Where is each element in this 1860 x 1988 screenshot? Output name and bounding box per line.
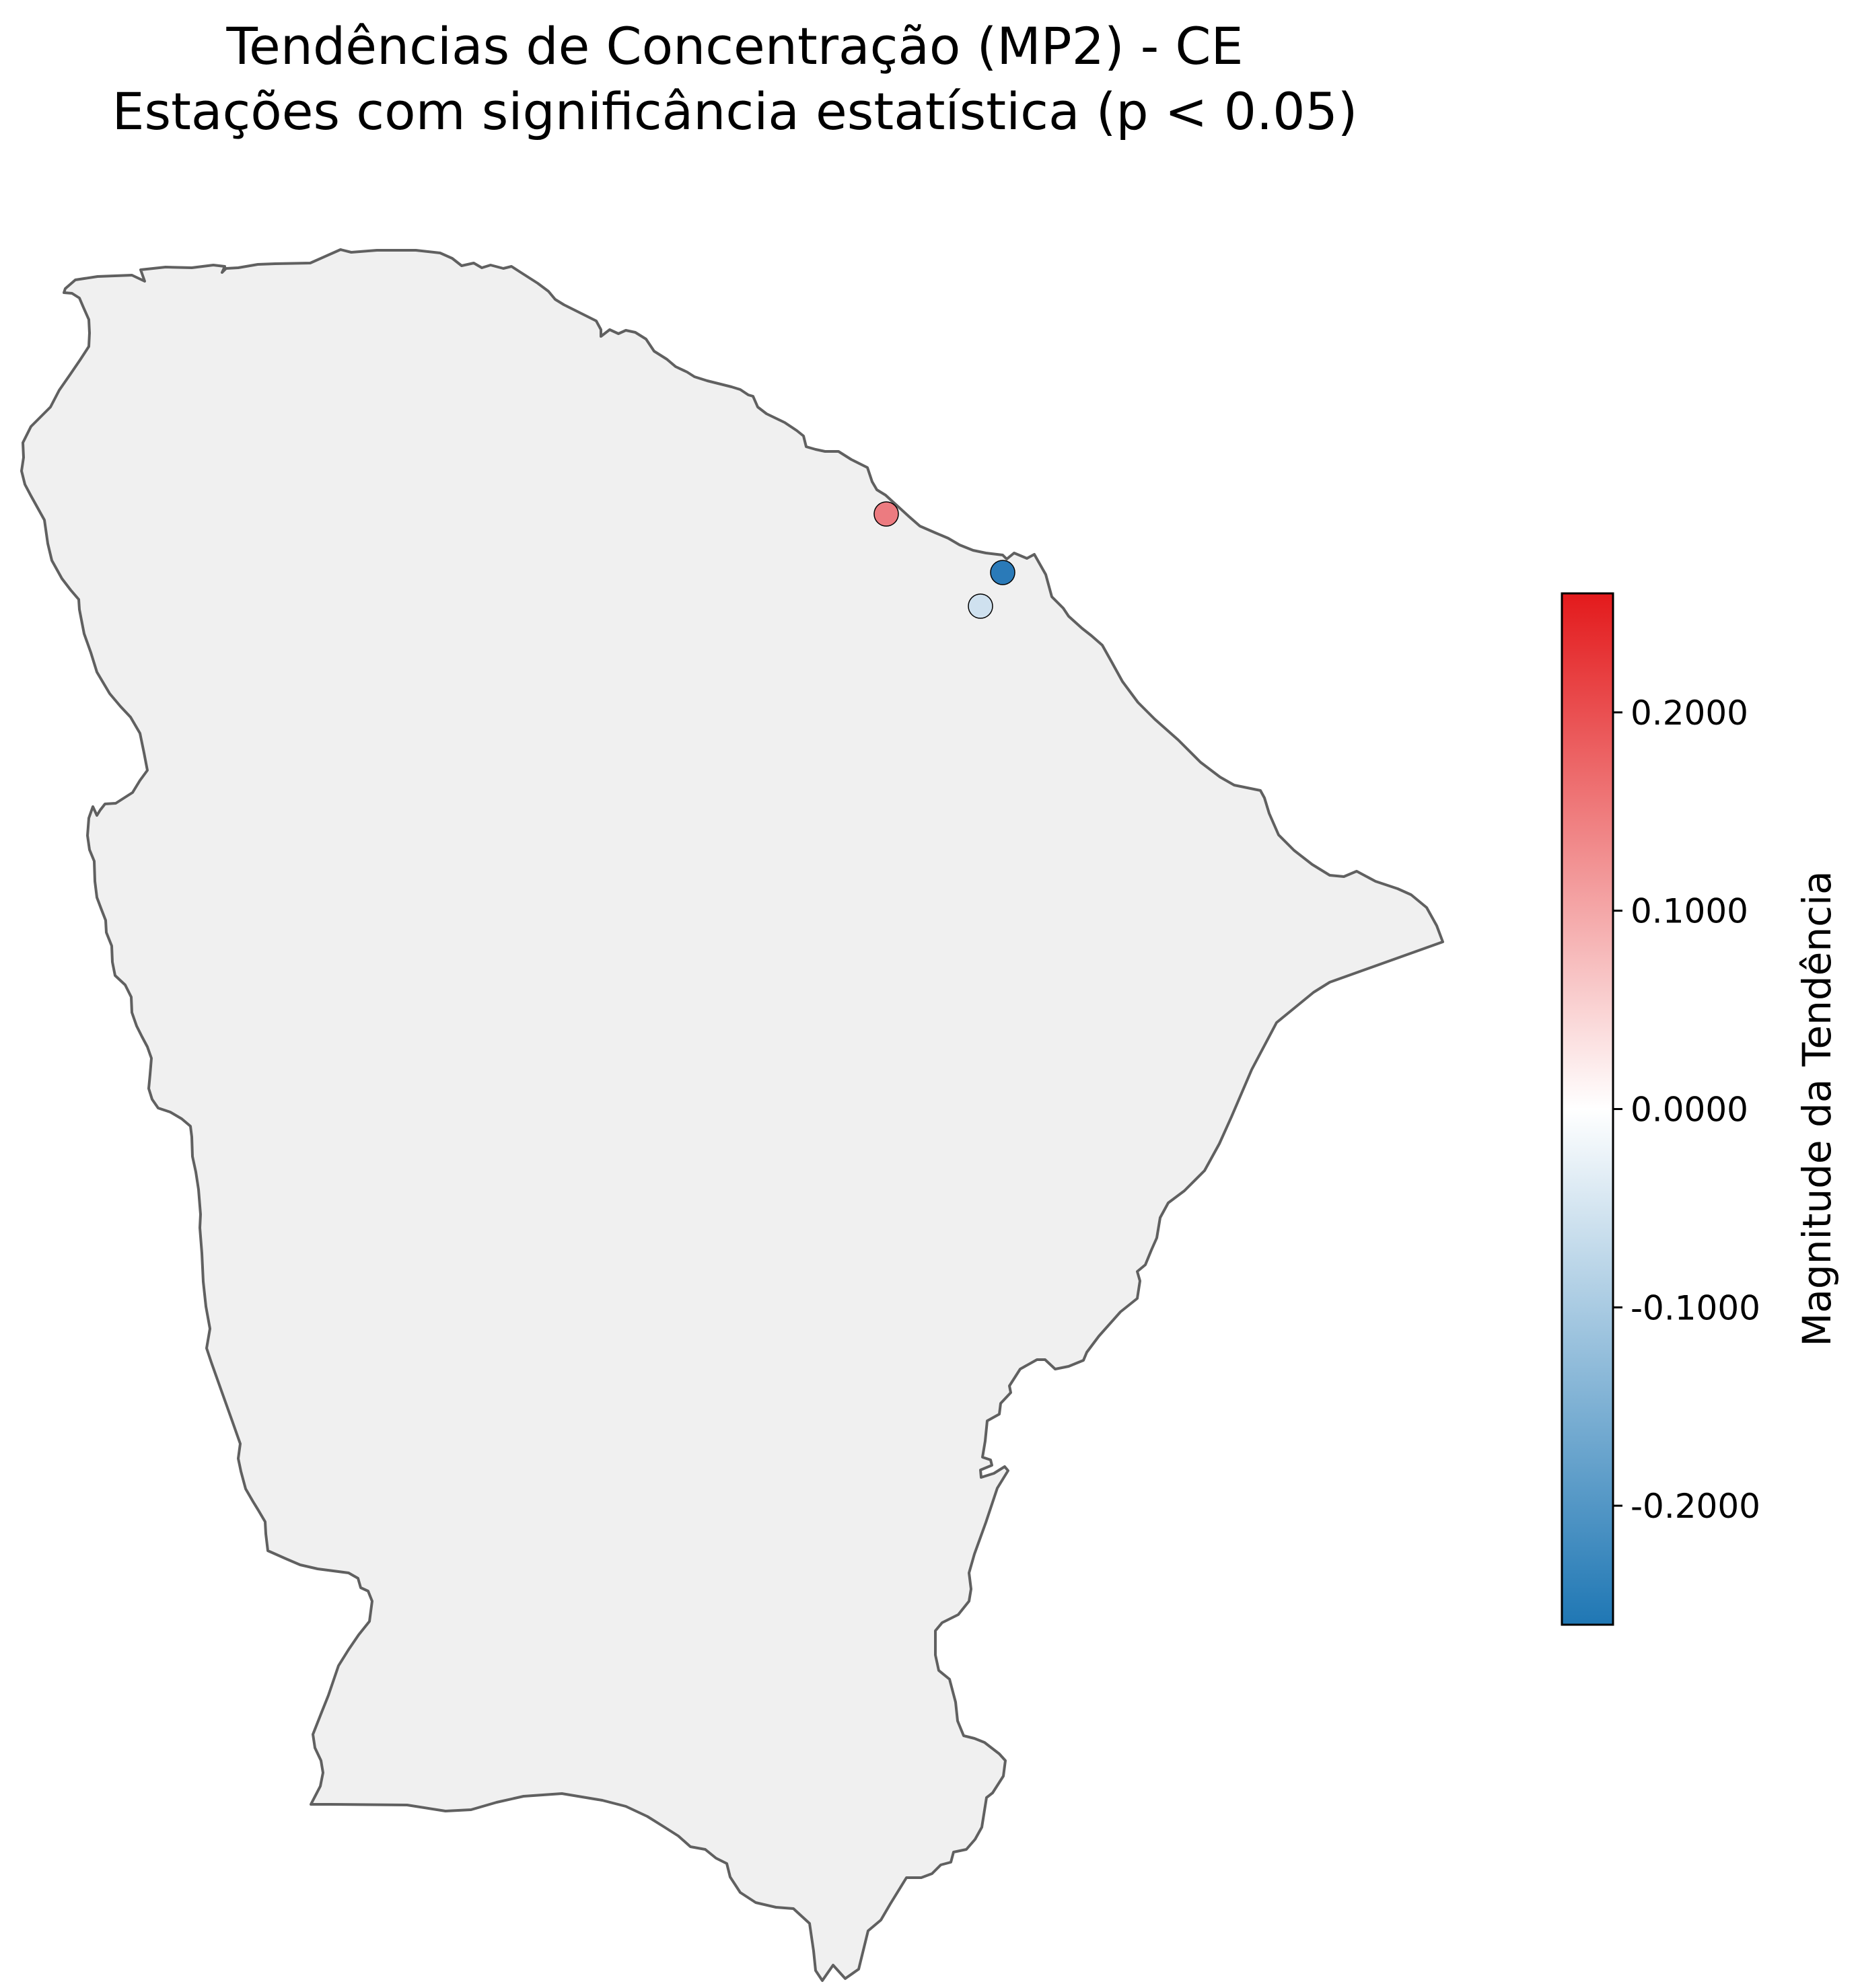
station-marker[interactable] xyxy=(873,501,899,527)
colorbar-tick-label: 0.0000 xyxy=(1631,1091,1748,1130)
station-marker[interactable] xyxy=(990,560,1015,585)
colorbar-ticks: 0.2000 0.1000 0.0000 -0.1000 -0.2000 xyxy=(1613,694,1760,1526)
colorbar-tick-label: 0.2000 xyxy=(1631,694,1748,733)
station-marker[interactable] xyxy=(968,593,993,619)
colorbar: 0.2000 0.1000 0.0000 -0.1000 -0.2000 Magnitu… xyxy=(1561,592,1840,1626)
map-title-line1: Tendências de Concentração (MP2) - CE xyxy=(226,16,1244,76)
colorbar-label: Magnitude da Tendência xyxy=(1794,871,1840,1346)
map-area xyxy=(20,248,1444,1982)
colorbar-tick-label: 0.1000 xyxy=(1631,892,1748,931)
map-title-line2: Estações com significância estatística (… xyxy=(112,81,1358,141)
colorbar-tick-label: -0.2000 xyxy=(1631,1487,1760,1526)
colorbar-gradient xyxy=(1561,592,1614,1626)
stations-layer xyxy=(873,501,1015,619)
colorbar-tick-label: -0.1000 xyxy=(1631,1288,1760,1327)
map-title: Tendências de Concentração (MP2) - CE Es… xyxy=(112,16,1358,141)
state-outline xyxy=(20,248,1444,1982)
